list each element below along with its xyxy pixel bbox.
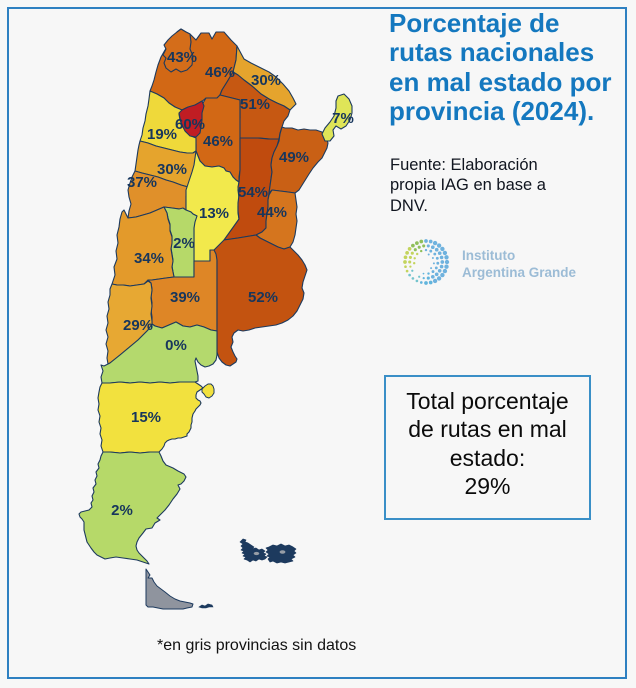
svg-text:51%: 51% bbox=[240, 96, 270, 113]
svg-text:60%: 60% bbox=[175, 116, 205, 133]
svg-text:37%: 37% bbox=[127, 174, 157, 191]
svg-text:46%: 46% bbox=[203, 133, 233, 150]
svg-text:30%: 30% bbox=[157, 161, 187, 178]
svg-text:2%: 2% bbox=[111, 502, 133, 519]
svg-text:54%: 54% bbox=[238, 184, 268, 201]
svg-text:39%: 39% bbox=[170, 289, 200, 306]
svg-text:0%: 0% bbox=[165, 337, 187, 354]
svg-text:44%: 44% bbox=[257, 204, 287, 221]
svg-text:19%: 19% bbox=[147, 126, 177, 143]
svg-text:7%: 7% bbox=[332, 110, 354, 127]
svg-text:34%: 34% bbox=[134, 250, 164, 267]
svg-text:13%: 13% bbox=[199, 205, 229, 222]
svg-text:49%: 49% bbox=[279, 149, 309, 166]
svg-text:2%: 2% bbox=[173, 235, 195, 252]
svg-text:30%: 30% bbox=[251, 72, 281, 89]
svg-text:46%: 46% bbox=[205, 64, 235, 81]
svg-text:52%: 52% bbox=[248, 289, 278, 306]
svg-text:15%: 15% bbox=[131, 409, 161, 426]
svg-text:43%: 43% bbox=[167, 49, 197, 66]
svg-text:29%: 29% bbox=[123, 317, 153, 334]
